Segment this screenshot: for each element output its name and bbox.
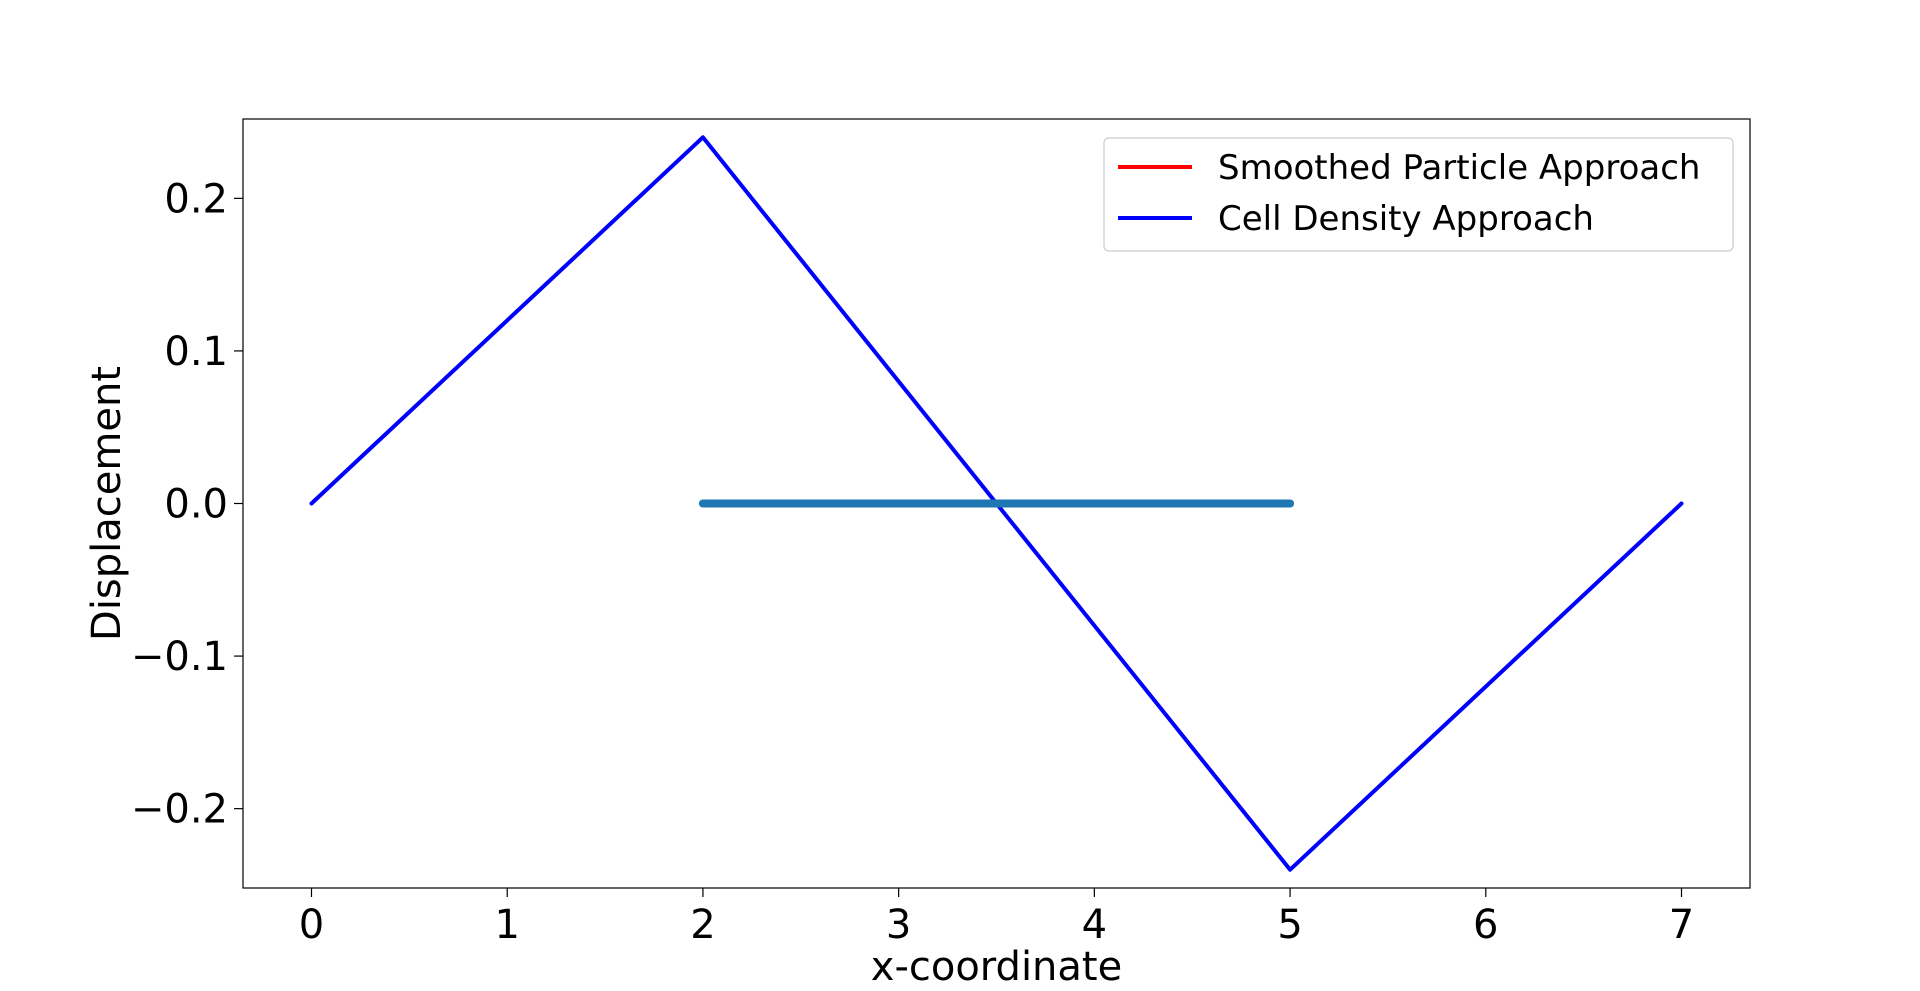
y-tick-label: −0.1 <box>131 634 228 680</box>
y-tick-label: 0.2 <box>164 176 228 222</box>
x-tick-label: 1 <box>494 902 519 948</box>
x-axis: 0 1 2 3 4 5 6 7 <box>299 888 1694 948</box>
x-tick-label: 7 <box>1669 902 1694 948</box>
series-layer <box>309 135 1684 872</box>
y-axis-label: Displacement <box>84 366 130 641</box>
x-tick-label: 6 <box>1473 902 1498 948</box>
x-tick-label: 2 <box>690 902 715 948</box>
x-tick-label: 0 <box>299 902 324 948</box>
y-tick-label: 0.0 <box>164 482 228 528</box>
legend: Smoothed Particle Approach Cell Density … <box>1103 137 1734 252</box>
x-tick-label: 3 <box>886 902 911 948</box>
y-axis: 0.2 0.1 0.0 −0.1 −0.2 <box>131 176 243 833</box>
y-tick-label: 0.1 <box>164 329 228 375</box>
legend-label-cell-density: Cell Density Approach <box>1218 199 1594 239</box>
legend-label-smoothed-particle: Smoothed Particle Approach <box>1218 148 1700 188</box>
x-axis-label: x-coordinate <box>871 944 1122 986</box>
x-tick-label: 5 <box>1277 902 1302 948</box>
legend-box <box>1103 137 1734 252</box>
y-tick-label: −0.2 <box>131 787 228 833</box>
x-tick-label: 4 <box>1082 902 1107 948</box>
